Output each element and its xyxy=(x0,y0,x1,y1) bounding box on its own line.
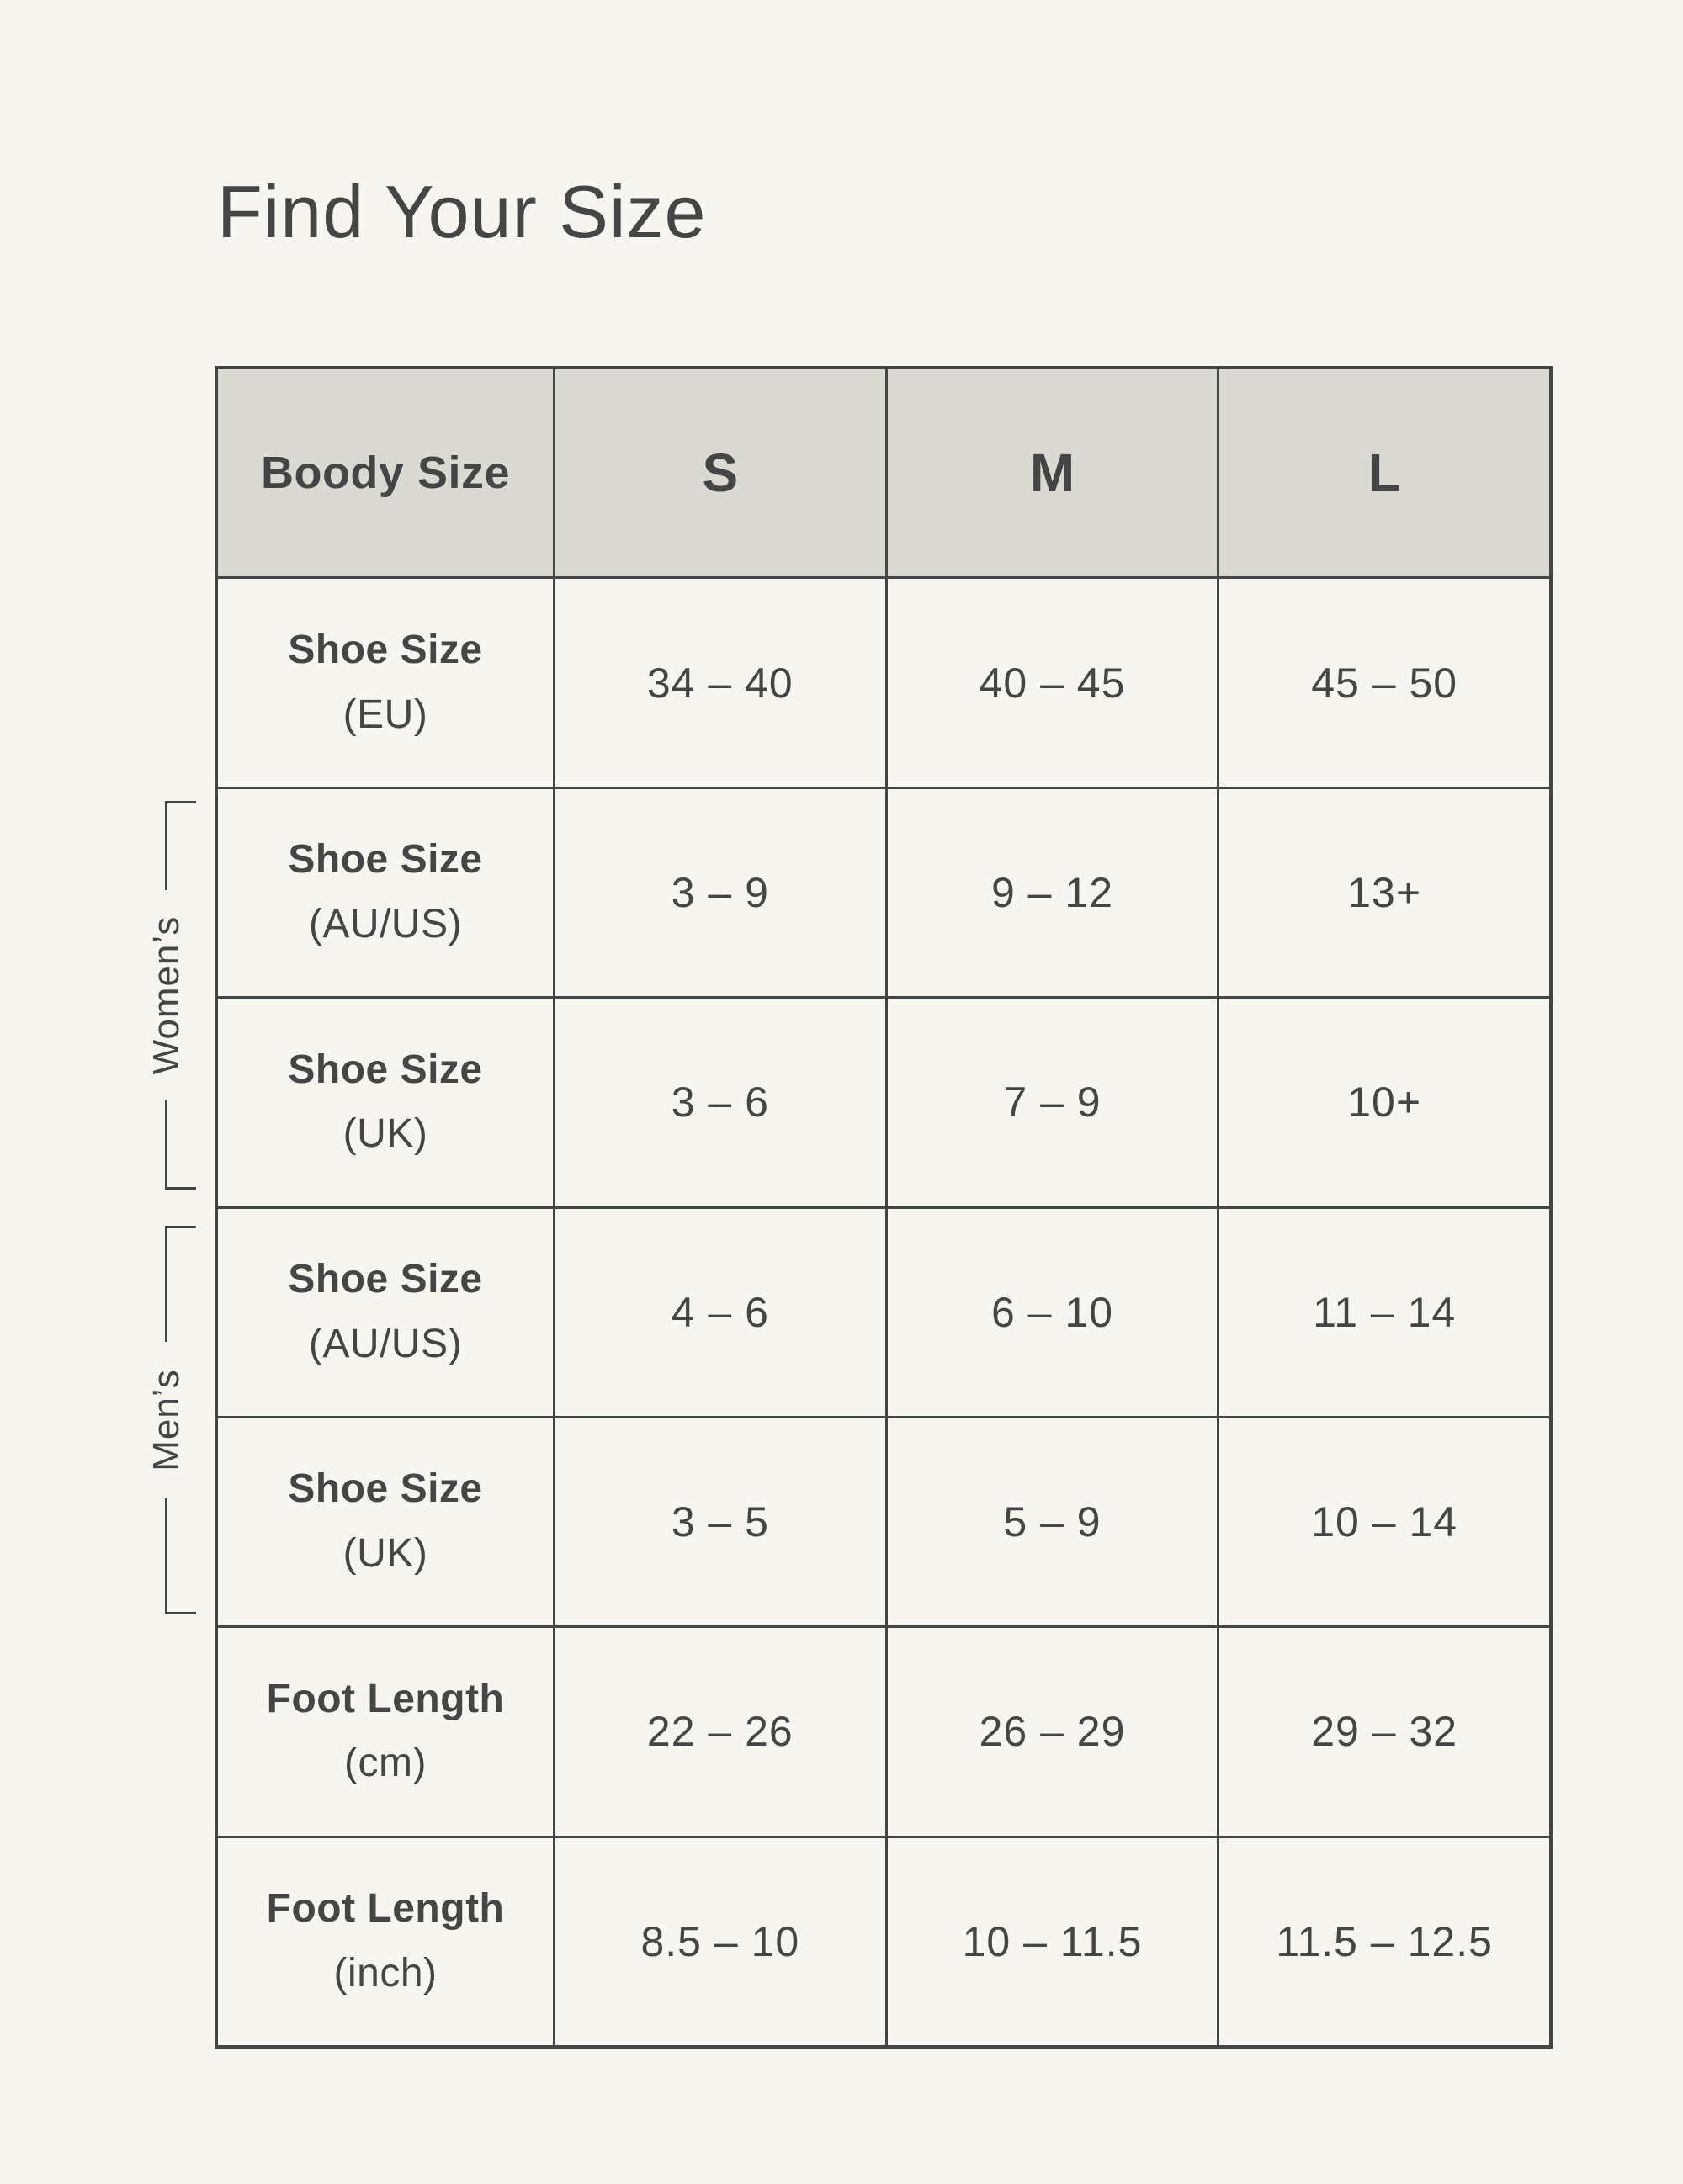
cell-eu-l: 45 – 50 xyxy=(1219,579,1549,787)
cell-eu-m: 40 – 45 xyxy=(887,579,1218,787)
cell-mens-auus-m: 6 – 10 xyxy=(887,1208,1218,1416)
cell-value: 3 – 9 xyxy=(671,868,769,916)
cell-mens-uk-m: 5 – 9 xyxy=(887,1418,1218,1626)
header-label-l: L xyxy=(1367,443,1401,504)
bracket-tick-top xyxy=(165,801,196,803)
row-label-line2: (UK) xyxy=(342,1111,428,1157)
cell-eu-s: 34 – 40 xyxy=(555,579,885,787)
row-label-line2: (AU/US) xyxy=(308,901,463,946)
row-label-shoe-size-eu: Shoe Size (EU) xyxy=(218,579,553,787)
header-label-s: S xyxy=(702,443,739,504)
row-label-line1: Shoe Size xyxy=(288,1256,483,1301)
row-label-line2: (UK) xyxy=(342,1531,428,1577)
row-label-line1: Shoe Size xyxy=(288,837,483,883)
row-label-mens-shoe-size-uk: Shoe Size (UK) xyxy=(218,1418,553,1626)
cell-value: 40 – 45 xyxy=(979,659,1126,707)
cell-value: 11 – 14 xyxy=(1313,1288,1457,1336)
row-label-line2: (cm) xyxy=(344,1741,427,1786)
cell-womens-uk-m: 7 – 9 xyxy=(887,999,1218,1206)
row-label-line1: Foot Length xyxy=(266,1886,505,1932)
page-title: Find Your Size xyxy=(217,170,707,253)
header-cell-m: M xyxy=(887,369,1218,577)
mens-group-label: Men’s xyxy=(146,1369,187,1471)
mens-group-bracket: Men’s xyxy=(146,1226,196,1614)
row-label-mens-shoe-size-auus: Shoe Size (AU/US) xyxy=(218,1208,553,1416)
cell-inch-s: 8.5 – 10 xyxy=(555,1837,885,2045)
bracket-line-top xyxy=(165,801,167,890)
cell-value: 4 – 6 xyxy=(671,1288,769,1336)
bracket-tick-bottom xyxy=(165,1612,196,1614)
cell-value: 13+ xyxy=(1347,868,1422,916)
header-label: Boody Size xyxy=(260,448,511,499)
row-label-line2: (AU/US) xyxy=(308,1321,463,1366)
cell-value: 10+ xyxy=(1347,1079,1422,1126)
cell-womens-uk-l: 10+ xyxy=(1219,999,1549,1206)
cell-value: 11.5 – 12.5 xyxy=(1276,1917,1493,1965)
row-label-line2: (EU) xyxy=(342,692,428,737)
cell-value: 5 – 9 xyxy=(1003,1498,1102,1546)
cell-value: 22 – 26 xyxy=(646,1708,794,1756)
bracket-line-bottom xyxy=(165,1100,167,1190)
row-label-line1: Shoe Size xyxy=(288,1047,483,1092)
row-label-womens-shoe-size-uk: Shoe Size (UK) xyxy=(218,999,553,1206)
cell-womens-auus-s: 3 – 9 xyxy=(555,788,885,997)
header-cell-boody-size: Boody Size xyxy=(218,369,553,577)
size-table: Boody Size S M L Shoe Size (EU) 34 – 40 … xyxy=(215,366,1553,2049)
row-label-womens-shoe-size-auus: Shoe Size (AU/US) xyxy=(218,788,553,997)
bracket-line-bottom xyxy=(165,1498,167,1614)
cell-value: 3 – 5 xyxy=(671,1498,769,1546)
cell-mens-uk-s: 3 – 5 xyxy=(555,1418,885,1626)
cell-womens-auus-l: 13+ xyxy=(1219,788,1549,997)
cell-value: 34 – 40 xyxy=(646,659,794,707)
cell-cm-l: 29 – 32 xyxy=(1219,1628,1549,1836)
cell-value: 10 – 14 xyxy=(1311,1498,1458,1546)
header-cell-l: L xyxy=(1219,369,1549,577)
cell-mens-uk-l: 10 – 14 xyxy=(1219,1418,1549,1626)
row-label-line2: (inch) xyxy=(333,1950,438,1996)
cell-womens-auus-m: 9 – 12 xyxy=(887,788,1218,997)
cell-inch-m: 10 – 11.5 xyxy=(887,1837,1218,2045)
womens-group-label: Women’s xyxy=(146,915,187,1075)
row-label-foot-length-cm: Foot Length (cm) xyxy=(218,1628,553,1836)
cell-cm-s: 22 – 26 xyxy=(555,1628,885,1836)
cell-value: 45 – 50 xyxy=(1311,659,1458,707)
bracket-line-top xyxy=(165,1226,167,1342)
row-label-line1: Shoe Size xyxy=(288,627,483,672)
cell-inch-l: 11.5 – 12.5 xyxy=(1219,1837,1549,2045)
cell-cm-m: 26 – 29 xyxy=(887,1628,1218,1836)
header-label-m: M xyxy=(1029,443,1075,504)
cell-mens-auus-s: 4 – 6 xyxy=(555,1208,885,1416)
cell-value: 10 – 11.5 xyxy=(962,1917,1143,1965)
cell-value: 6 – 10 xyxy=(990,1288,1113,1336)
cell-value: 29 – 32 xyxy=(1311,1708,1458,1756)
bracket-tick-top xyxy=(165,1226,196,1228)
cell-value: 7 – 9 xyxy=(1003,1079,1102,1126)
header-cell-s: S xyxy=(555,369,885,577)
cell-value: 26 – 29 xyxy=(979,1708,1126,1756)
cell-value: 8.5 – 10 xyxy=(640,1917,800,1965)
cell-value: 9 – 12 xyxy=(990,868,1113,916)
row-label-line1: Foot Length xyxy=(266,1676,505,1721)
row-label-line1: Shoe Size xyxy=(288,1466,483,1512)
cell-womens-uk-s: 3 – 6 xyxy=(555,999,885,1206)
cell-value: 3 – 6 xyxy=(671,1079,769,1126)
womens-group-bracket: Women’s xyxy=(146,801,196,1190)
cell-mens-auus-l: 11 – 14 xyxy=(1219,1208,1549,1416)
bracket-tick-bottom xyxy=(165,1187,196,1190)
row-label-foot-length-inch: Foot Length (inch) xyxy=(218,1837,553,2045)
